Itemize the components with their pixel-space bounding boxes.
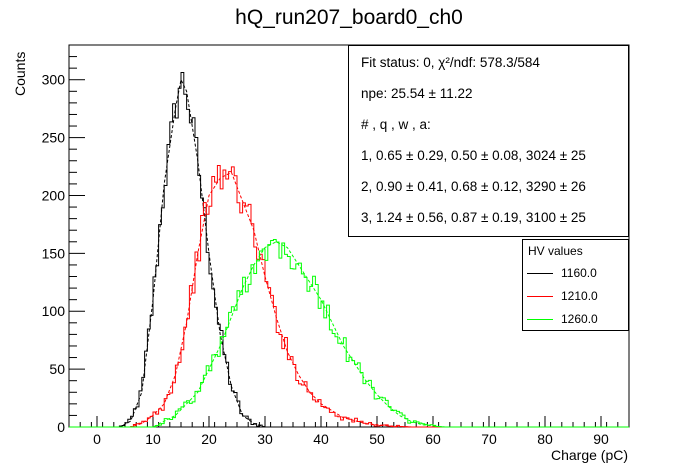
x-tick-label: 10 <box>145 431 161 447</box>
x-axis-label: Charge (pC) <box>550 447 628 463</box>
legend-label-1260: 1260.0 <box>561 312 598 326</box>
fit-header-line: # , q , w , a: <box>361 117 431 132</box>
series-fit-1260.0 <box>69 241 629 428</box>
y-tick-label: 200 <box>42 187 66 203</box>
legend-label-1160: 1160.0 <box>561 266 597 280</box>
x-tick-label: 0 <box>93 431 101 447</box>
x-tick-label: 90 <box>593 431 609 447</box>
legend-swatch-1160 <box>527 273 553 274</box>
fit-stats-box: Fit status: 0, χ²/ndf: 578.3/584 npe: 25… <box>348 45 629 237</box>
legend-entry-1210: 1210.0 <box>527 289 627 305</box>
y-tick-label: 250 <box>42 130 66 146</box>
legend-entry-1260: 1260.0 <box>527 312 627 328</box>
legend-title: HV values <box>528 244 583 258</box>
y-tick-label: 300 <box>42 72 66 88</box>
npe-line: npe: 25.54 ± 11.22 <box>361 86 473 101</box>
fit-param-line-1: 1, 0.65 ± 0.29, 0.50 ± 0.08, 3024 ± 25 <box>361 148 586 163</box>
legend: HV values 1160.0 1210.0 1260.0 <box>522 239 629 331</box>
legend-swatch-1260 <box>527 319 553 320</box>
y-tick-label: 100 <box>42 303 66 319</box>
chart-title: hQ_run207_board0_ch0 <box>235 6 463 29</box>
fit-param-line-2: 2, 0.90 ± 0.41, 0.68 ± 0.12, 3290 ± 26 <box>361 179 586 194</box>
fit-param-line-3: 3, 1.24 ± 0.56, 0.87 ± 0.19, 3100 ± 25 <box>361 210 586 225</box>
legend-swatch-1210 <box>527 296 553 297</box>
fit-status-line: Fit status: 0, χ²/ndf: 578.3/584 <box>361 55 540 70</box>
x-tick-label: 70 <box>481 431 497 447</box>
x-tick-label: 60 <box>425 431 441 447</box>
series-histogram-1260.0 <box>69 239 629 428</box>
x-tick-label: 20 <box>201 431 217 447</box>
x-tick-label: 80 <box>537 431 553 447</box>
x-tick-label: 40 <box>313 431 329 447</box>
x-tick-label: 50 <box>369 431 385 447</box>
y-tick-label: 50 <box>49 361 65 377</box>
x-tick-label: 30 <box>257 431 273 447</box>
legend-label-1210: 1210.0 <box>561 289 598 303</box>
y-tick-label: 0 <box>57 419 65 435</box>
legend-entry-1160: 1160.0 <box>527 266 627 282</box>
y-tick-label: 150 <box>42 245 66 261</box>
